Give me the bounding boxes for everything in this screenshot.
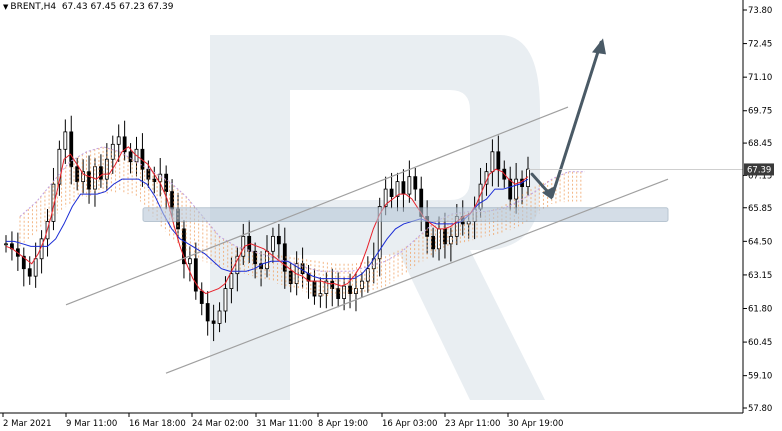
- y-tick-label: 72.45: [748, 40, 772, 50]
- candle-bear: [69, 131, 74, 168]
- candle-bear: [413, 176, 418, 190]
- candle-bear: [288, 270, 293, 285]
- channel-lower-line: [165, 178, 669, 374]
- x-tick-label: 9 Mar 11:00: [66, 419, 117, 429]
- candle-bear: [87, 171, 91, 190]
- candle-bear: [193, 258, 198, 292]
- candle-bull: [187, 258, 192, 265]
- x-tick-label: 16 Mar 18:00: [129, 419, 186, 429]
- candle-bull: [490, 151, 495, 173]
- y-tick-label: 71.10: [748, 73, 772, 83]
- candle-bull: [235, 255, 240, 275]
- channel-upper-line: [65, 106, 569, 306]
- y-tick-label: 68.45: [748, 139, 772, 149]
- candle-bear: [75, 166, 80, 183]
- candle-bear: [122, 136, 127, 153]
- tenkan-line: [5, 146, 529, 295]
- y-tick-label: 69.75: [748, 107, 772, 117]
- candle-bear: [170, 191, 174, 210]
- x-tick-label: 30 Apr 19:00: [508, 419, 563, 429]
- support-zone: [142, 207, 669, 222]
- kijun-line: [6, 178, 529, 280]
- candle-bull: [217, 310, 222, 324]
- y-tick-label: 63.15: [748, 271, 772, 281]
- x-tick-label: 8 Apr 19:00: [318, 419, 368, 429]
- x-tick-label: 2 Mar 2021: [3, 419, 51, 429]
- candle-bear: [21, 255, 26, 270]
- candle-bear: [496, 151, 501, 170]
- current-price-tag: 67.39: [744, 163, 774, 176]
- candle-bear: [336, 288, 341, 299]
- dropdown-triangle-icon[interactable]: ▼: [3, 3, 9, 11]
- candle-bull: [57, 148, 62, 185]
- x-axis: 2 Mar 2021 9 Mar 11:00 16 Mar 18:00 24 Mar …: [2, 413, 563, 429]
- candle-bull: [81, 171, 86, 183]
- candle-bull: [63, 131, 68, 150]
- candle-bull: [514, 178, 519, 200]
- candle-bear: [276, 235, 281, 245]
- candle-bear: [128, 151, 133, 163]
- candle-bull: [407, 176, 412, 195]
- y-tick-label: 65.85: [748, 204, 772, 214]
- y-axis: 73.80 72.45 71.10 69.75 68.45 67.15 65.85 64.50…: [743, 6, 772, 414]
- candle-bull: [110, 143, 115, 160]
- y-tick-label: 60.45: [748, 338, 772, 348]
- candle-bull: [271, 235, 275, 252]
- x-tick-label: 16 Apr 03:00: [382, 419, 437, 429]
- candle-bear: [401, 181, 406, 195]
- candle-bull: [354, 288, 358, 294]
- y-tick-label: 67.15: [748, 171, 772, 181]
- x-tick-label: 23 Apr 11:00: [445, 419, 500, 429]
- forecast-arrow-up: [550, 40, 603, 199]
- x-tick-label: 31 Mar 11:00: [256, 419, 313, 429]
- candle-bear: [211, 320, 216, 324]
- candle-bear: [164, 173, 169, 192]
- plot-area: [4, 38, 743, 374]
- chart-header: ▼ BRENT,H4 67.43 67.45 67.23 67.39: [3, 2, 173, 12]
- candle-bull: [265, 250, 269, 270]
- y-tick-label: 59.10: [748, 372, 772, 382]
- candle-bull: [360, 280, 364, 290]
- candle-bear: [508, 178, 513, 200]
- x-tick-label: 24 Mar 02:00: [192, 419, 249, 429]
- candle-bull: [448, 235, 453, 245]
- candle-bear: [27, 268, 32, 277]
- candle-bear: [431, 235, 435, 250]
- candle-bear: [199, 290, 204, 304]
- forecast-arrowhead-up: [592, 38, 606, 55]
- candle-bull: [33, 258, 38, 277]
- candle-bear: [330, 280, 335, 290]
- candle-bear: [312, 280, 317, 297]
- price-tag-text: 67.39: [747, 165, 771, 175]
- candle-bull: [229, 273, 234, 289]
- y-tick-label: 61.80: [748, 305, 772, 315]
- candle-bull: [377, 206, 382, 260]
- candle-bear: [205, 303, 210, 322]
- y-tick-label: 57.80: [748, 404, 772, 414]
- candle-bear: [99, 166, 103, 180]
- y-tick-label: 64.50: [748, 237, 772, 247]
- price-tag-bg: [744, 163, 774, 176]
- candle-bull: [383, 188, 388, 207]
- candle-bull: [223, 288, 228, 312]
- forecast-arrowhead-down: [542, 186, 554, 200]
- candle-bull: [395, 181, 400, 197]
- ohlc-values: 67.43 67.45 67.23 67.39: [61, 2, 174, 12]
- candle-bear: [389, 188, 394, 197]
- candle-bear: [348, 285, 352, 294]
- symbol-label: BRENT,H4: [10, 2, 57, 12]
- y-tick-label: 73.80: [748, 6, 772, 16]
- candle-bull: [116, 136, 121, 145]
- ichimoku-span-a-line: [19, 146, 585, 272]
- candle-bull: [4, 243, 8, 246]
- candle-bear: [253, 250, 258, 265]
